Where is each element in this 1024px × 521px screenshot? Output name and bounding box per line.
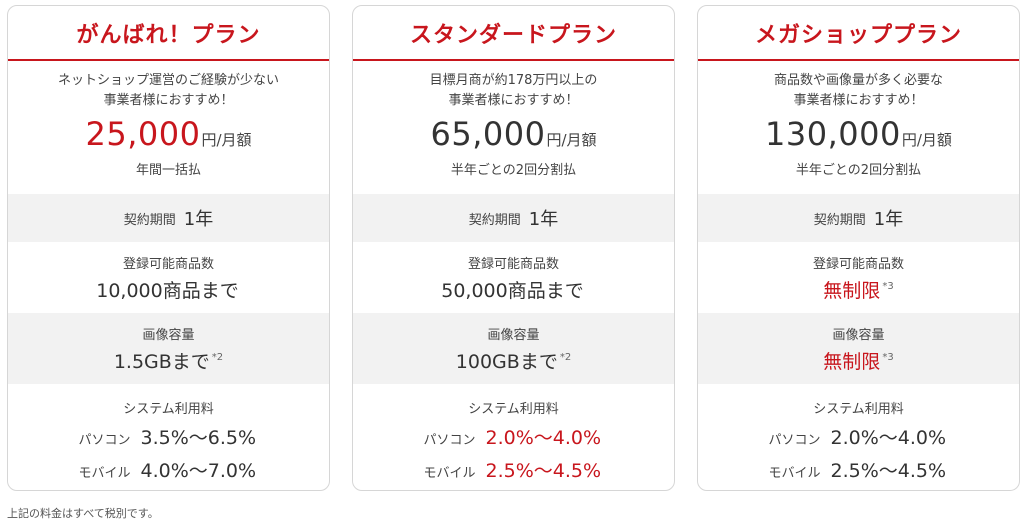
mobile-fee-line: モバイル 4.0%〜7.0% (71, 456, 267, 483)
plan-card-standard: スタンダードプラン 目標月商が約178万円以上の 事業者様におすすめ！ 65,0… (352, 5, 675, 491)
price-unit: 円/月額 (201, 131, 252, 149)
item-limit-label: 登録可能商品数 (467, 256, 559, 272)
item-limit-note: *3 (882, 281, 894, 293)
item-limit-value: 無制限 (823, 279, 881, 302)
item-limit-row: 登録可能商品数 10,000商品まで (8, 242, 329, 313)
pc-label: パソコン (768, 433, 821, 448)
price-line: 25,000 円/月額 (8, 115, 329, 153)
image-capacity-value: 無制限 (823, 350, 881, 373)
image-capacity-value: 100GBまで (455, 350, 558, 373)
contract-label: 契約期間 (123, 212, 176, 228)
system-fee-row: システム利用料 パソコン 2.0%〜4.0% モバイル 2.5%〜4.5% (353, 384, 674, 484)
plan-name: メガショッププラン (754, 22, 962, 48)
contract-value: 1年 (183, 209, 214, 230)
pc-rate: 2.0%〜4.0% (830, 427, 947, 449)
price-block: 目標月商が約178万円以上の 事業者様におすすめ！ 65,000 円/月額 半年… (353, 61, 674, 194)
system-fee-label: システム利用料 (123, 402, 214, 417)
pc-rate: 3.5%〜6.5% (140, 427, 257, 449)
item-limit-value-wrap: 無制限 *3 (823, 276, 893, 303)
mobile-label: モバイル (768, 466, 821, 481)
item-limit-value: 50,000商品まで (441, 279, 584, 302)
system-fee-label: システム利用料 (468, 402, 559, 417)
image-capacity-value: 1.5GBまで (113, 350, 210, 373)
image-capacity-row: 画像容量 100GBまで *2 (353, 313, 674, 384)
item-limit-label: 登録可能商品数 (812, 256, 904, 272)
system-fee-row: システム利用料 パソコン 3.5%〜6.5% モバイル 4.0%〜7.0% (8, 384, 329, 484)
plan-comparison: がんばれ！プラン ネットショップ運営のご経験が少ない 事業者様におすすめ！ 25… (7, 5, 1020, 491)
price-block: 商品数や画像量が多く必要な 事業者様におすすめ！ 130,000 円/月額 半年… (698, 61, 1019, 194)
mobile-fee-line: モバイル 2.5%〜4.5% (761, 456, 957, 483)
image-capacity-value-wrap: 1.5GBまで *2 (114, 347, 223, 374)
image-capacity-note: *2 (559, 352, 572, 364)
system-fee-row: システム利用料 パソコン 2.0%〜4.0% モバイル 2.5%〜4.5% (698, 384, 1019, 484)
contract-period-row: 契約期間 1年 (353, 194, 674, 242)
contract-period-row: 契約期間 1年 (698, 194, 1019, 242)
plan-name: スタンダードプラン (409, 22, 617, 48)
monthly-price: 130,000 (765, 115, 901, 153)
image-capacity-row: 画像容量 無制限 *3 (698, 313, 1019, 384)
monthly-price: 25,000 (85, 115, 201, 153)
mobile-rate: 4.0%〜7.0% (140, 460, 257, 482)
payment-method: 半年ごとの2回分割払 (450, 163, 577, 178)
plan-header: がんばれ！プラン (8, 6, 329, 61)
mobile-rate: 2.5%〜4.5% (485, 460, 602, 482)
system-fee-label: システム利用料 (813, 402, 904, 417)
image-capacity-note: *2 (211, 352, 224, 364)
tax-footnote: 上記の料金はすべて税別です。 (7, 507, 159, 520)
target-line-2: 事業者様におすすめ！ (103, 93, 234, 108)
item-limit-value-wrap: 50,000商品まで (441, 276, 585, 303)
image-capacity-value-wrap: 無制限 *3 (823, 347, 893, 374)
plan-name: がんばれ！プラン (76, 22, 261, 48)
pc-label: パソコン (423, 433, 476, 448)
image-capacity-value-wrap: 100GBまで *2 (456, 347, 571, 374)
monthly-price: 65,000 (430, 115, 546, 153)
mobile-rate: 2.5%〜4.5% (830, 460, 947, 482)
mobile-label: モバイル (78, 466, 131, 481)
plan-header: スタンダードプラン (353, 6, 674, 61)
target-line-2: 事業者様におすすめ！ (448, 93, 579, 108)
target-line-1: ネットショップ運営のご経験が少ない (57, 73, 279, 88)
mobile-fee-line: モバイル 2.5%〜4.5% (416, 456, 612, 483)
pc-fee-line: パソコン 2.0%〜4.0% (761, 423, 957, 450)
pc-fee-line: パソコン 3.5%〜6.5% (71, 423, 267, 450)
price-line: 130,000 円/月額 (698, 115, 1019, 153)
image-capacity-label: 画像容量 (487, 327, 540, 343)
item-limit-row: 登録可能商品数 無制限 *3 (698, 242, 1019, 313)
target-line-1: 目標月商が約178万円以上の (429, 73, 598, 88)
item-limit-value-wrap: 10,000商品まで (96, 276, 240, 303)
pc-fee-line: パソコン 2.0%〜4.0% (416, 423, 612, 450)
image-capacity-row: 画像容量 1.5GBまで *2 (8, 313, 329, 384)
target-line-1: 商品数や画像量が多く必要な (773, 73, 943, 88)
price-block: ネットショップ運営のご経験が少ない 事業者様におすすめ！ 25,000 円/月額… (8, 61, 329, 194)
plan-card-megashop: メガショッププラン 商品数や画像量が多く必要な 事業者様におすすめ！ 130,0… (697, 5, 1020, 491)
image-capacity-label: 画像容量 (832, 327, 885, 343)
pc-rate: 2.0%〜4.0% (485, 427, 602, 449)
payment-method: 半年ごとの2回分割払 (795, 163, 922, 178)
pc-label: パソコン (78, 433, 131, 448)
item-limit-row: 登録可能商品数 50,000商品まで (353, 242, 674, 313)
mobile-label: モバイル (423, 466, 476, 481)
price-unit: 円/月額 (901, 131, 952, 149)
price-unit: 円/月額 (546, 131, 597, 149)
plan-header: メガショッププラン (698, 6, 1019, 61)
image-capacity-label: 画像容量 (142, 327, 195, 343)
payment-method: 年間一括払 (135, 163, 201, 178)
contract-value: 1年 (873, 209, 904, 230)
item-limit-label: 登録可能商品数 (122, 256, 214, 272)
image-capacity-note: *3 (882, 352, 894, 364)
item-limit-value: 10,000商品まで (96, 279, 239, 302)
contract-label: 契約期間 (813, 212, 866, 228)
contract-period-row: 契約期間 1年 (8, 194, 329, 242)
contract-value: 1年 (528, 209, 559, 230)
price-line: 65,000 円/月額 (353, 115, 674, 153)
target-line-2: 事業者様におすすめ！ (793, 93, 924, 108)
plan-card-ganbare: がんばれ！プラン ネットショップ運営のご経験が少ない 事業者様におすすめ！ 25… (7, 5, 330, 491)
contract-label: 契約期間 (468, 212, 521, 228)
